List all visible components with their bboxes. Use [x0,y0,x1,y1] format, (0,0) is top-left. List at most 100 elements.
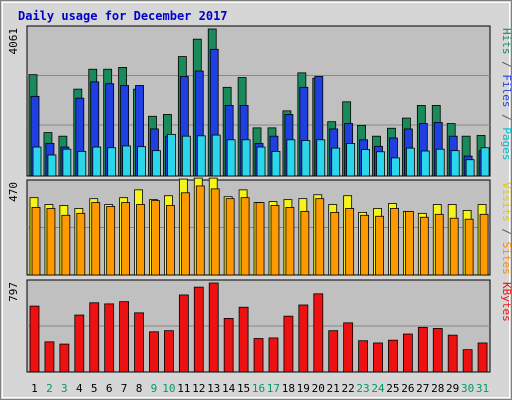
bar-kbytes-day-4: KBytes 4: 510 [74,314,85,373]
legend-entry: / [500,55,512,75]
bar-kbytes-day-11: KBytes 11: 690 [178,294,189,373]
x-tick-label: 9 [151,382,158,395]
bar-sites-day-26: Sites 26: 325 [404,210,414,276]
bar-kbytes-day-14: KBytes 14: 480 [223,317,234,373]
bar-sites-day-12: Sites 12: 455 [195,185,205,276]
bar-sites-day-16: Sites 16: 370 [255,202,265,276]
bar-pages-day-9: Pages 9: 700 [152,150,161,177]
bar-pages-day-18: Pages 18: 1000 [286,139,296,177]
x-tick-label: 1 [31,382,38,395]
bar-pages-day-24: Pages 24: 670 [376,151,385,177]
bar-sites-day-3: Sites 3: 305 [61,214,71,276]
bar-kbytes-day-24: KBytes 24: 260 [373,342,383,373]
x-tick-label: 17 [267,382,280,395]
x-tick-label: 22 [341,382,354,395]
bar-pages-day-2: Pages 2: 580 [47,154,57,177]
bar-pages-day-17: Pages 17: 680 [271,150,281,177]
bar-sites-day-5: Sites 5: 370 [91,202,101,276]
bar-sites-day-21: Sites 21: 320 [330,211,340,276]
bar-pages-day-29: Pages 29: 700 [450,150,460,177]
bar-sites-day-18: Sites 18: 345 [285,207,295,276]
x-tick-label: 7 [121,382,128,395]
legend-hits-files-pages: Hits / Files / Pages [500,28,512,161]
bar-kbytes-day-27: KBytes 27: 400 [417,326,428,373]
bar-pages-day-30: Pages 30: 450 [465,159,475,177]
bar-kbytes-day-7: KBytes 7: 630 [119,301,130,373]
bar-kbytes-day-31: KBytes 31: 260 [477,342,488,373]
bar-pages-day-31: Pages 31: 780 [480,147,490,177]
bar-kbytes-day-13: KBytes 13: 797 [208,282,219,373]
bar-pages-day-4: Pages 4: 680 [77,150,87,177]
x-tick-label: 29 [446,382,459,395]
x-tick-label: 16 [252,382,265,395]
legend-visits-sites: Visits / Sites [500,182,512,275]
bar-kbytes-day-16: KBytes 16: 300 [253,338,264,373]
legend-entry: Pages [500,127,512,160]
bar-pages-day-16: Pages 16: 800 [256,146,266,177]
bar-pages-day-28: Pages 28: 740 [435,148,445,177]
bar-pages-day-5: Pages 5: 800 [92,146,102,177]
legend-entry: / [500,108,512,128]
bar-kbytes-day-5: KBytes 5: 620 [89,302,100,373]
x-tick-label: 13 [207,382,220,395]
bar-sites-day-8: Sites 8: 360 [136,204,145,276]
bar-pages-day-12: Pages 12: 1110 [196,135,206,177]
bar-sites-day-29: Sites 29: 290 [449,217,459,276]
chart-panels: 4061 Hits / Files / PagesHits 1: 2800File… [7,25,512,373]
panel-visits-sites: 470 Visits / SitesVisits 1: 395Sites 1: 3… [7,177,512,276]
bar-kbytes-day-23: KBytes 23: 280 [358,340,368,373]
bar-sites-day-19: Sites 19: 325 [300,210,310,276]
bar-sites-day-20: Sites 20: 390 [315,198,325,276]
bar-sites-day-11: Sites 11: 420 [180,192,190,276]
x-tick-label: 19 [297,382,310,395]
bar-sites-day-4: Sites 4: 315 [76,212,86,276]
y-max-label: 797 [7,282,20,302]
bar-sites-day-15: Sites 15: 395 [240,197,250,276]
bar-pages-day-21: Pages 21: 770 [331,147,341,177]
bar-sites-day-2: Sites 2: 340 [46,208,56,276]
legend-kbytes: KBytes [500,282,512,322]
bar-kbytes-day-6: KBytes 6: 610 [104,303,115,373]
bar-pages-day-8: Pages 8: 810 [137,146,146,177]
legend-entry: Hits [500,28,512,55]
bar-kbytes-day-15: KBytes 15: 580 [238,306,249,373]
bar-kbytes-day-20: KBytes 20: 700 [313,293,324,373]
bar-pages-day-7: Pages 7: 830 [122,145,132,177]
bar-pages-day-11: Pages 11: 1100 [181,135,191,177]
x-tick-label: 10 [162,382,175,395]
bar-kbytes-day-19: KBytes 19: 600 [298,304,309,373]
bar-kbytes-day-30: KBytes 30: 200 [462,349,473,373]
bar-kbytes-day-29: KBytes 29: 330 [447,334,458,373]
bar-kbytes-day-3: KBytes 3: 250 [59,343,70,373]
x-tick-label: 5 [91,382,98,395]
bar-sites-day-17: Sites 17: 355 [270,205,280,276]
x-tick-label: 2 [46,382,53,395]
bar-kbytes-day-10: KBytes 10: 370 [164,330,174,373]
bar-pages-day-15: Pages 15: 1000 [241,139,251,177]
bar-sites-day-28: Sites 28: 310 [434,213,444,276]
bar-kbytes-day-25: KBytes 25: 285 [388,339,398,373]
bar-kbytes-day-26: KBytes 26: 340 [402,333,413,373]
x-tick-label: 31 [476,382,489,395]
bar-pages-day-10: Pages 10: 1150 [167,133,176,177]
bar-kbytes-day-21: KBytes 21: 370 [328,330,339,373]
x-tick-label: 21 [327,382,340,395]
x-tick-label: 24 [371,382,385,395]
x-axis-day-labels: 1 2 3 4 5 6 7 8 9 10 11 12 13 14 15 16 17 18 19 20 21 22 23 24 2… [31,382,489,395]
x-tick-label: 27 [416,382,429,395]
y-max-label: 4061 [7,28,20,55]
x-tick-label: 11 [177,382,190,395]
bar-kbytes-day-18: KBytes 18: 500 [283,315,294,373]
bar-pages-day-6: Pages 6: 780 [107,147,117,177]
bar-sites-day-9: Sites 9: 380 [151,200,160,276]
legend-entry: KBytes [500,282,512,322]
x-tick-label: 12 [192,382,205,395]
bar-pages-day-1: Pages 1: 800 [32,146,42,177]
y-max-label: 470 [7,182,20,202]
bar-pages-day-23: Pages 23: 730 [361,149,370,177]
bar-sites-day-24: Sites 24: 300 [375,215,384,276]
legend-entry: Files [500,74,512,107]
bar-pages-day-20: Pages 20: 1000 [316,139,326,177]
bar-sites-day-31: Sites 31: 310 [479,213,489,276]
